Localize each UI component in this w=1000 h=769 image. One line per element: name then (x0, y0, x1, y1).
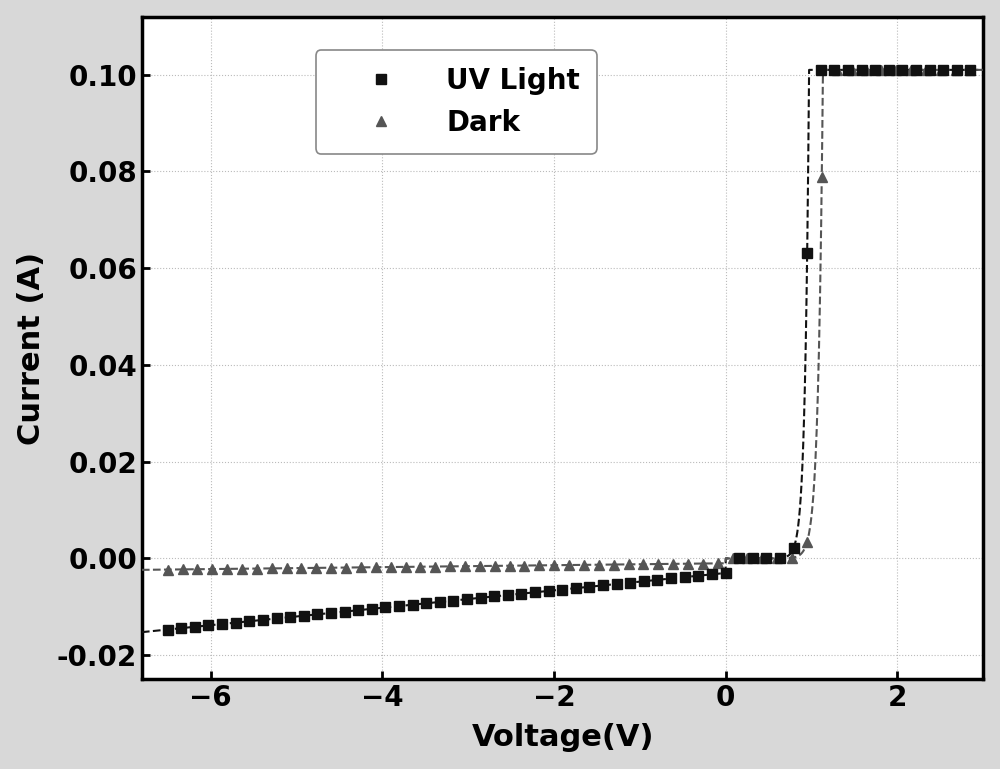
UV Light (964, 65, 976, 75)
Dark (355, 563, 367, 572)
Y-axis label: Current (A): Current (A) (17, 251, 46, 444)
UV Light (665, 574, 677, 583)
Dark (310, 563, 322, 572)
Dark (251, 564, 263, 573)
Dark (831, 65, 843, 75)
Dark (964, 65, 976, 75)
Line: UV Light: UV Light (163, 65, 975, 634)
Legend: UV Light, Dark: UV Light, Dark (316, 51, 597, 154)
UV Light (815, 65, 827, 75)
Dark (950, 65, 962, 75)
X-axis label: Voltage(V): Voltage(V) (471, 724, 654, 752)
Dark (890, 65, 902, 75)
UV Light (162, 625, 174, 634)
Dark (459, 561, 471, 571)
UV Light (298, 611, 310, 621)
UV Light (393, 601, 405, 611)
Dark (162, 565, 174, 574)
UV Light (420, 599, 432, 608)
UV Light (434, 598, 446, 607)
UV Light (366, 604, 378, 614)
Line: Dark: Dark (163, 65, 975, 574)
